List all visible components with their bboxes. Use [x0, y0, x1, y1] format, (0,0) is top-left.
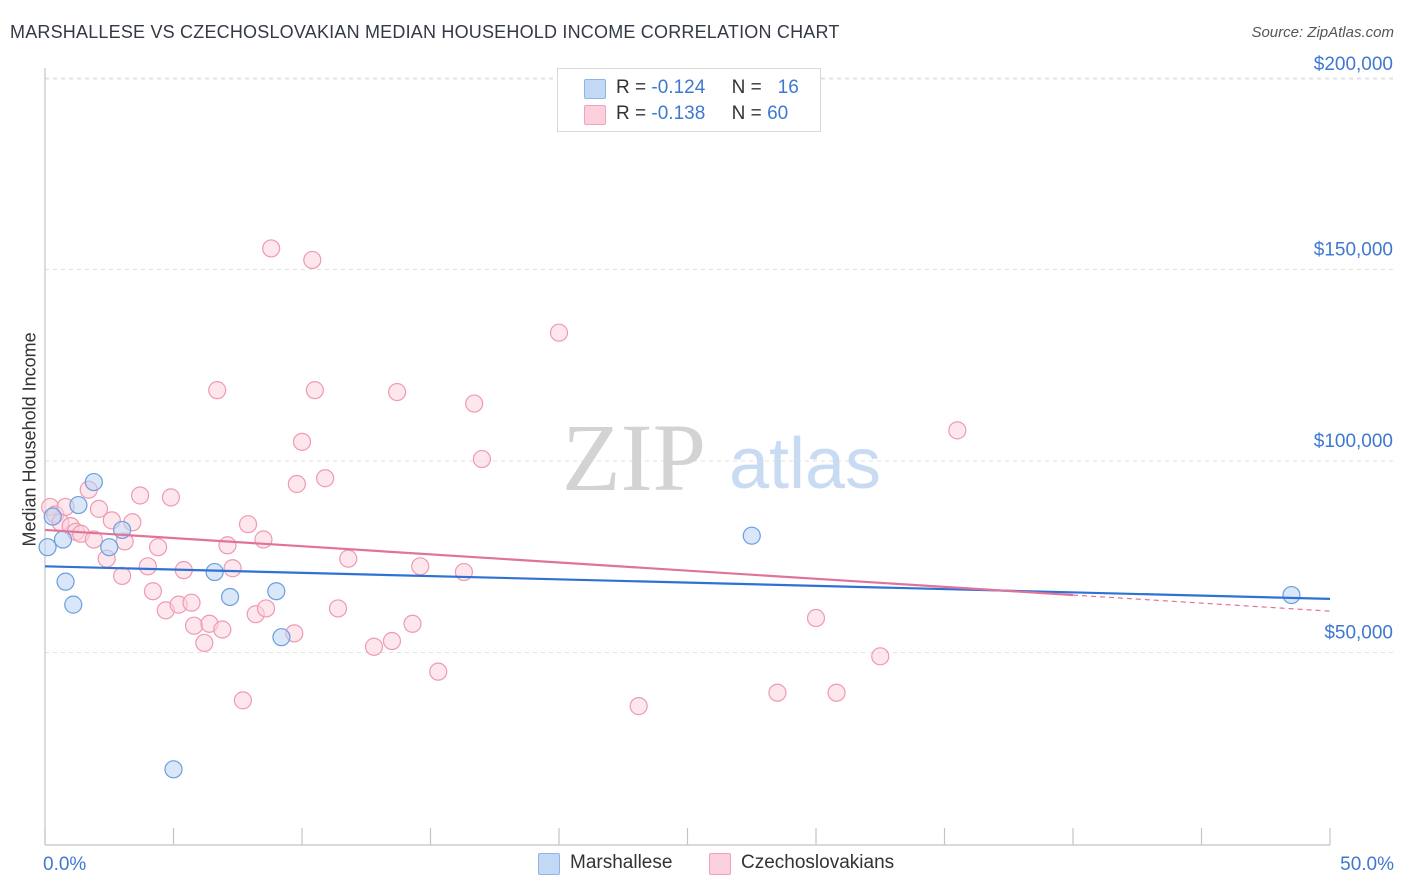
data-point — [364, 637, 384, 656]
y-axis-label: Median Household Income — [19, 332, 40, 547]
data-point — [328, 599, 348, 618]
legend-swatch-czechoslovakians — [584, 105, 606, 125]
data-point — [223, 559, 242, 578]
data-point — [164, 760, 183, 779]
data-point — [182, 593, 201, 612]
x-tick-label: 50.0% — [1340, 854, 1394, 875]
data-point — [112, 566, 132, 586]
data-point — [387, 382, 407, 402]
trend-lines — [44, 528, 1331, 612]
data-point — [742, 526, 761, 545]
data-point — [184, 616, 204, 635]
bottom-legend-label-czechoslovakians: Czechoslovakians — [741, 852, 895, 873]
data-point — [465, 394, 484, 413]
data-point — [143, 582, 163, 601]
data-point — [205, 562, 224, 582]
trend-line-marshallese — [44, 565, 1331, 600]
data-point — [411, 557, 430, 576]
trend-line-czechoslovakians — [44, 528, 1074, 597]
data-point — [629, 697, 648, 716]
series-marshallese — [38, 472, 1301, 779]
data-point — [549, 323, 569, 342]
data-point — [84, 472, 103, 492]
watermark-atlas: atlas — [729, 424, 881, 504]
stats-legend: R = -0.124 N = 16 R = -0.138 N = 60 — [557, 68, 821, 132]
y-tick-label: $200,000 — [1314, 54, 1393, 75]
data-point — [256, 599, 276, 618]
data-point — [38, 538, 57, 557]
data-point — [429, 662, 448, 681]
data-point — [138, 557, 157, 576]
legend-n-label: N = — [731, 77, 762, 98]
data-point — [233, 691, 252, 710]
data-point — [305, 381, 324, 400]
data-point — [806, 608, 826, 628]
data-point — [220, 587, 240, 607]
axes — [44, 68, 1331, 846]
legend-r-label: R = — [616, 103, 647, 124]
y-tick-labels: $50,000 $100,000 $150,000 $200,000 — [1314, 54, 1393, 644]
data-point — [84, 530, 103, 549]
bottom-legend-swatch-czechoslovakians — [709, 853, 731, 875]
y-tick-label: $50,000 — [1324, 623, 1393, 644]
data-point — [53, 530, 73, 549]
legend-n-value: 16 — [777, 77, 799, 98]
y-tick-label: $100,000 — [1314, 431, 1393, 452]
bottom-legend-label-marshallese: Marshallese — [570, 852, 673, 873]
legend-r-value: -0.138 — [651, 103, 706, 124]
y-tick-label: $150,000 — [1314, 240, 1393, 261]
data-point — [69, 495, 88, 515]
data-point — [292, 432, 312, 451]
legend-swatch-marshallese — [584, 79, 606, 99]
watermark: ZIP atlas — [562, 404, 881, 511]
gridlines — [45, 77, 1394, 653]
x-tick-labels: 0.0% 50.0% — [43, 854, 1394, 875]
data-point — [161, 488, 181, 507]
data-point — [339, 549, 358, 568]
data-point — [89, 499, 109, 518]
data-point — [238, 515, 258, 534]
data-point — [272, 628, 291, 647]
legend-n-label: N = — [731, 103, 762, 124]
chart-title: MARSHALLESE VS CZECHOSLOVAKIAN MEDIAN HO… — [10, 22, 840, 42]
data-point — [213, 620, 232, 639]
data-point — [262, 239, 281, 258]
x-tick-label: 0.0% — [43, 854, 86, 875]
data-point — [472, 449, 491, 469]
data-point — [948, 421, 967, 440]
data-point — [100, 538, 119, 557]
trend-line-dashed-czechoslovakians — [1072, 594, 1331, 612]
data-point — [303, 250, 322, 270]
data-point — [403, 614, 422, 633]
data-point — [148, 538, 168, 557]
data-point — [43, 507, 62, 526]
data-point — [827, 683, 846, 702]
data-point — [267, 582, 286, 601]
source-label: Source: ZipAtlas.com — [1251, 24, 1394, 41]
data-point — [208, 381, 227, 400]
data-point — [382, 631, 402, 651]
data-point — [130, 486, 150, 505]
data-point — [64, 595, 83, 614]
data-point — [1282, 585, 1301, 605]
data-point — [768, 683, 787, 702]
data-point — [56, 572, 75, 591]
legend-r-value: -0.124 — [651, 77, 706, 98]
bottom-legend-swatch-marshallese — [538, 853, 560, 875]
data-point — [218, 536, 237, 555]
data-point — [195, 633, 214, 653]
data-points — [38, 239, 1301, 779]
data-point — [254, 530, 273, 549]
data-point — [287, 474, 306, 494]
watermark-zip: ZIP — [562, 404, 706, 511]
legend-n-value: 60 — [767, 103, 789, 124]
legend-r-label: R = — [616, 77, 647, 98]
data-point — [316, 469, 335, 488]
data-point — [871, 647, 890, 666]
